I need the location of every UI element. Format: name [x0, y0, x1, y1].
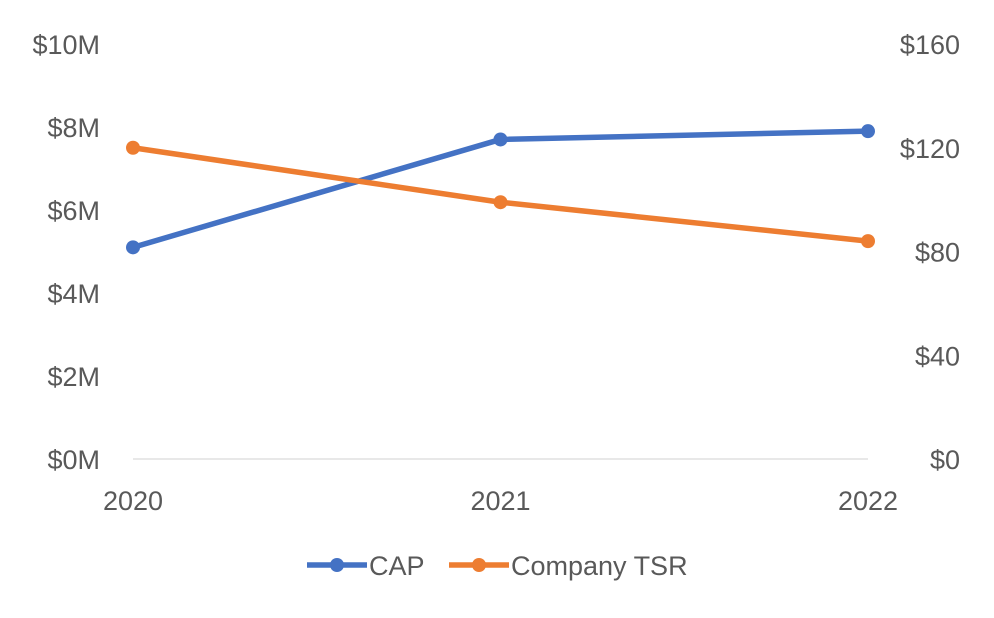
cap-point: [861, 124, 875, 139]
right-y-tick-label: $160: [900, 30, 960, 60]
legend-label: Company TSR: [511, 551, 688, 581]
legend-item-company-tsr: Company TSR: [449, 551, 688, 581]
series-cap: [126, 124, 875, 255]
company-tsr-line: [130, 145, 871, 244]
cap-point: [126, 240, 140, 255]
legend-swatch-marker: [330, 558, 344, 572]
x-tick-label: 2020: [103, 486, 163, 516]
x-tick-label: 2021: [470, 486, 530, 516]
cap-point: [493, 132, 508, 147]
right-y-tick-label: $40: [915, 341, 960, 371]
right-y-axis-ticks: $0 $40 $80 $120 $160: [900, 30, 960, 475]
legend-label: CAP: [369, 551, 425, 581]
right-y-tick-label: $80: [915, 238, 960, 268]
left-y-tick-label: $2M: [47, 362, 100, 392]
right-y-tick-label: $120: [900, 134, 960, 164]
x-tick-label: 2022: [838, 486, 898, 516]
left-y-tick-label: $6M: [47, 196, 100, 226]
left-y-tick-label: $4M: [47, 279, 100, 309]
series-company-tsr: [126, 140, 875, 249]
right-y-tick-label: $0: [930, 445, 960, 475]
left-y-axis-ticks: $0M $2M $4M $6M $8M $10M: [32, 30, 100, 475]
legend-item-cap: CAP: [307, 551, 425, 581]
x-axis-ticks: 2020 2021 2022: [103, 486, 898, 516]
company-tsr-point: [126, 140, 140, 155]
left-y-tick-label: $8M: [47, 113, 100, 143]
legend-swatch-marker: [472, 558, 486, 572]
series-layer: [126, 124, 875, 255]
left-y-tick-label: $10M: [32, 30, 100, 60]
left-y-tick-label: $0M: [47, 445, 100, 475]
company-tsr-point: [493, 195, 508, 210]
legend: CAP Company TSR: [307, 551, 688, 581]
company-tsr-point: [861, 234, 875, 249]
